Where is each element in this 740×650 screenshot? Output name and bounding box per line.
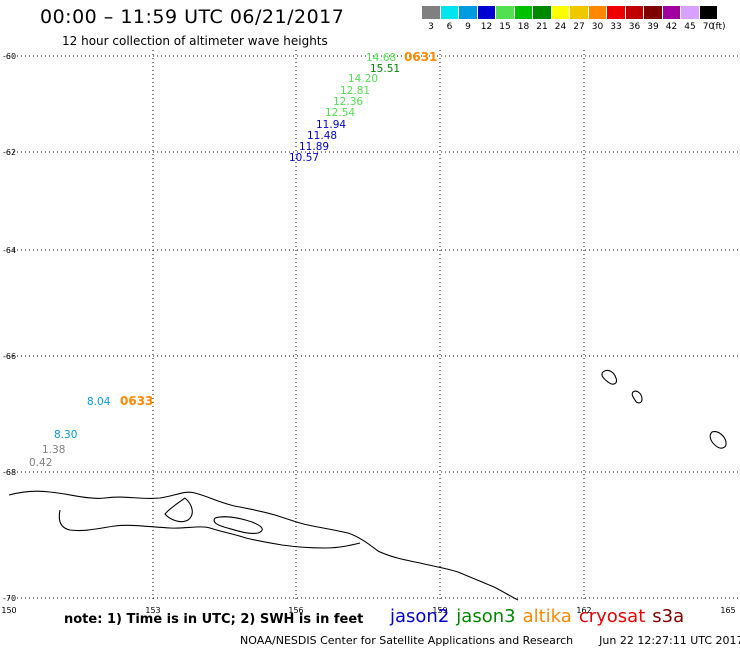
legend-swatch-label: 6: [446, 22, 453, 32]
axis-tick-labels: 150 153 156 159 162 165 -60 -62 -64 -66 -68 -70: [1, 52, 735, 615]
legend-swatch-label: 39: [647, 22, 659, 32]
page-title: 00:00 – 11:59 UTC 06/21/2017: [40, 6, 345, 28]
page-subtitle: 12 hour collection of altimeter wave hei…: [62, 34, 328, 48]
legend-swatch-label: 30: [591, 22, 604, 32]
coastline-inlet-path: [213, 516, 263, 534]
wave-height-label: 12.81: [340, 85, 370, 97]
legend-swatch: [533, 6, 552, 19]
coastline-peninsula-path: [164, 497, 193, 523]
lon-tick-label: 150: [1, 606, 16, 615]
lat-tick-label: -60: [3, 52, 16, 61]
wave-height-label: 0.42: [29, 457, 52, 469]
legend-swatch: [514, 6, 533, 19]
island-path-1: [601, 369, 617, 385]
footer: NOAA/NESDIS Center for Satellite Applica…: [240, 634, 740, 647]
legend-swatch-label: 3: [428, 22, 434, 32]
lon-tick-label: 165: [720, 606, 735, 615]
legend-swatch-label: 12: [480, 22, 493, 32]
legend-swatch: [607, 6, 626, 19]
wave-height-label: 1.38: [42, 444, 65, 456]
wave-height-label: 12.36: [333, 96, 363, 108]
legend-swatch: [699, 6, 718, 19]
legend-swatch-label: 24: [554, 22, 567, 32]
satellite-name: jason2: [390, 606, 450, 627]
island-path-3: [709, 431, 727, 449]
legend-swatch: [662, 6, 681, 19]
wave-height-label: 8.04: [87, 396, 111, 408]
graticule-grid: [9, 50, 740, 600]
lat-tick-label: -66: [3, 352, 16, 361]
lon-tick-label: 153: [145, 606, 160, 615]
lat-tick-label: -62: [3, 148, 16, 157]
satellite-legend: jason2 jason3 altika cryosat s3a: [390, 606, 691, 627]
footer-credit: NOAA/NESDIS Center for Satellite Applica…: [240, 634, 574, 647]
satellite-name: cryosat: [578, 606, 646, 627]
legend-swatch: [551, 6, 570, 19]
units-note: note: 1) Time is in UTC; 2) SWH is in fe…: [64, 612, 364, 627]
wave-height-observations: 14.6815.5114.2012.8112.3612.5411.9411.48…: [29, 52, 400, 469]
legend-unit-label: (ft): [712, 22, 726, 32]
legend-swatch-label: 33: [610, 22, 622, 32]
satellite-name: jason3: [456, 606, 516, 627]
lat-tick-label: -70: [3, 594, 16, 603]
lon-tick-label: 162: [576, 606, 591, 615]
wave-height-label: 8.30: [54, 429, 77, 441]
legend-swatch-label: 18: [517, 22, 530, 32]
pass-time-label: 0631: [404, 50, 437, 64]
wave-height-label: 10.57: [289, 152, 319, 164]
legend-swatch-label: 45: [684, 22, 696, 32]
legend-swatch: [422, 6, 441, 19]
wave-height-label: 14.68: [366, 52, 396, 64]
legend-swatch: [570, 6, 589, 19]
legend-swatch-label: 21: [536, 22, 548, 32]
legend-swatch: [496, 6, 515, 19]
wave-height-label: 11.89: [299, 141, 329, 153]
lon-tick-label: 159: [432, 606, 447, 615]
wave-height-label: 14.20: [348, 73, 378, 85]
legend-swatch-label: 42: [665, 22, 678, 32]
wave-height-label: 11.94: [316, 119, 346, 131]
footer-timestamp: Jun 22 12:27:11 UTC 2017: [599, 634, 740, 647]
legend-swatch: [477, 6, 496, 19]
legend-swatch: [588, 6, 607, 19]
lat-tick-label: -64: [3, 246, 16, 255]
wave-height-label: 11.48: [307, 130, 337, 142]
legend-swatch-label: 27: [573, 22, 585, 32]
antarctic-coastline: [8, 369, 727, 601]
legend-swatch: [459, 6, 478, 19]
coastline-bay-path: [58, 509, 361, 549]
lon-tick-label: 156: [288, 606, 303, 615]
legend-swatch: [644, 6, 663, 19]
satellite-pass-times: 0631 0633: [120, 50, 437, 408]
pass-time-label: 0633: [120, 394, 153, 408]
legend-swatch: [440, 6, 459, 19]
wave-height-label: 12.54: [325, 107, 355, 119]
satellite-name: s3a: [652, 606, 685, 627]
wave-height-label: 15.51: [370, 63, 400, 75]
legend-swatch-label: 36: [628, 22, 641, 32]
lat-tick-label: -68: [3, 468, 16, 477]
legend-swatch-label: 15: [499, 22, 511, 32]
legend-swatch-label: 9: [465, 22, 471, 32]
satellite-name: altika: [522, 606, 572, 627]
legend-swatch-label: 70: [702, 22, 715, 32]
legend-swatch: [681, 6, 700, 19]
coastline-path: [8, 490, 519, 601]
island-path-2: [631, 390, 643, 404]
legend-swatch: [625, 6, 644, 19]
